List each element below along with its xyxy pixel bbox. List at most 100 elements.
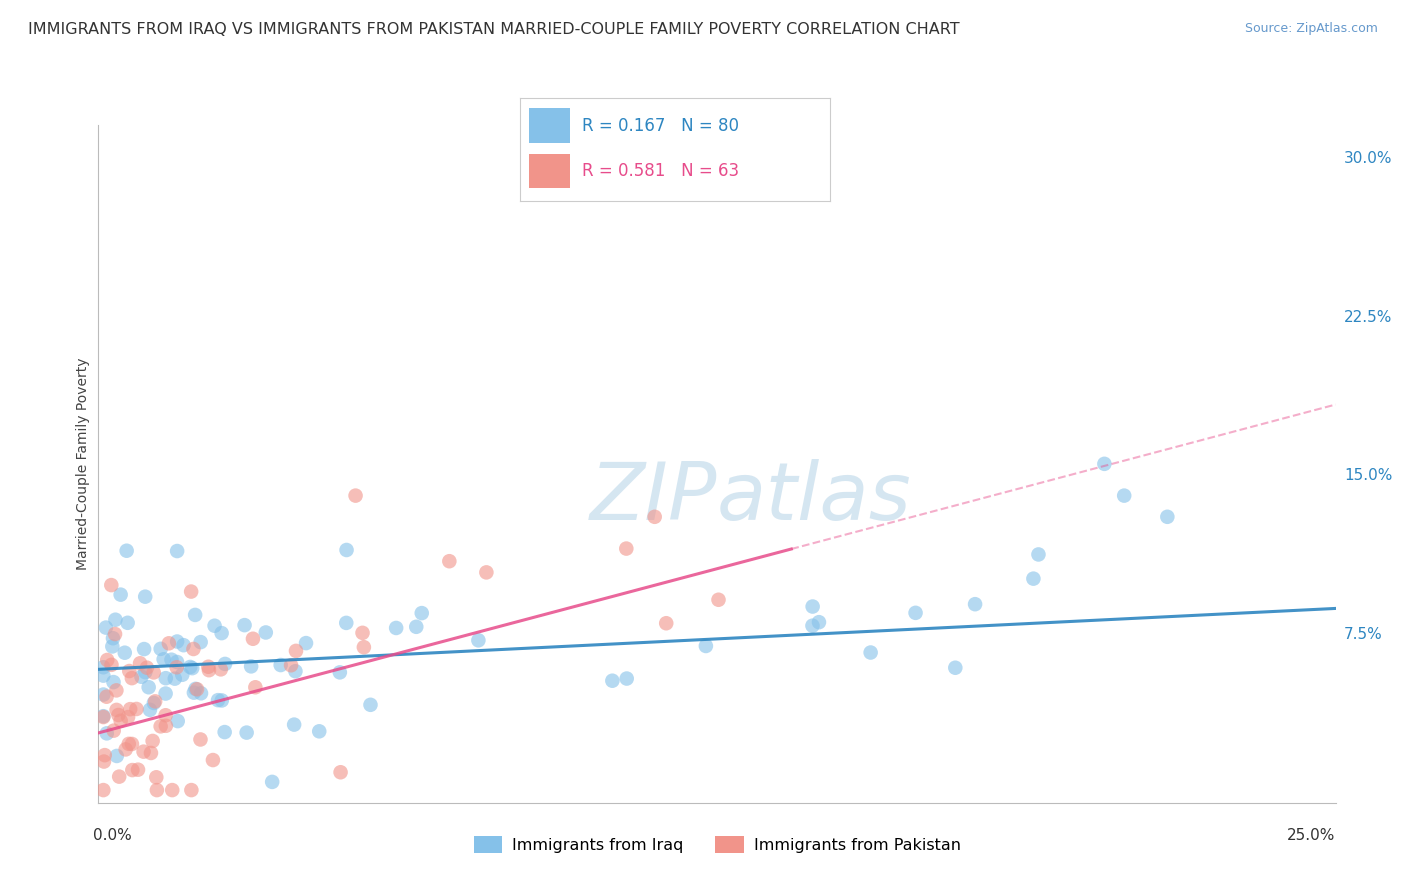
Point xyxy=(134,590,156,604)
Point xyxy=(385,621,408,635)
Point xyxy=(235,725,257,739)
Point xyxy=(101,640,124,654)
Point xyxy=(149,719,172,733)
Point xyxy=(183,686,205,700)
Point xyxy=(329,665,352,680)
Point xyxy=(198,663,221,677)
Point xyxy=(190,635,212,649)
Point xyxy=(184,681,207,696)
Point xyxy=(105,703,128,717)
Point xyxy=(105,683,128,698)
Point xyxy=(129,657,152,671)
Point xyxy=(214,725,236,739)
Point xyxy=(214,657,236,671)
Point xyxy=(614,541,637,556)
Point xyxy=(155,671,177,685)
Point xyxy=(118,737,141,751)
Text: Source: ZipAtlas.com: Source: ZipAtlas.com xyxy=(1244,22,1378,36)
Point xyxy=(284,664,307,678)
Point xyxy=(145,770,167,784)
Bar xyxy=(530,153,569,188)
Point xyxy=(344,489,367,503)
Point xyxy=(295,636,318,650)
Point xyxy=(280,658,302,673)
Point xyxy=(104,613,127,627)
Point xyxy=(115,543,138,558)
Point xyxy=(93,783,115,797)
Point xyxy=(352,625,374,640)
Point xyxy=(103,723,125,738)
Point xyxy=(93,748,115,763)
Point xyxy=(211,626,233,640)
Point xyxy=(117,615,139,630)
Point xyxy=(172,667,194,681)
Point xyxy=(114,646,136,660)
Point xyxy=(467,633,489,648)
Text: 25.0%: 25.0% xyxy=(1288,828,1336,843)
Point xyxy=(160,653,183,667)
Point xyxy=(132,745,155,759)
Point xyxy=(240,659,263,673)
Point xyxy=(166,634,188,648)
Point xyxy=(186,682,208,697)
Point xyxy=(96,653,118,667)
Point xyxy=(142,665,165,680)
Point xyxy=(475,566,498,580)
Point xyxy=(155,687,177,701)
Point xyxy=(180,584,202,599)
Point xyxy=(127,763,149,777)
Point xyxy=(93,668,115,682)
Point xyxy=(904,606,927,620)
Point xyxy=(405,620,427,634)
Point xyxy=(1092,457,1115,471)
Point xyxy=(93,710,115,724)
Point xyxy=(183,642,205,657)
Point xyxy=(142,734,165,748)
Point xyxy=(110,714,132,728)
Point xyxy=(166,660,188,674)
Point xyxy=(103,675,125,690)
Point xyxy=(285,644,308,658)
Point xyxy=(1156,509,1178,524)
Point xyxy=(283,717,305,731)
Point xyxy=(1114,489,1136,503)
Point xyxy=(100,578,122,592)
Point xyxy=(125,702,148,716)
Point xyxy=(107,708,129,723)
Point xyxy=(121,737,143,751)
Point xyxy=(190,732,212,747)
Point xyxy=(197,659,219,673)
Point xyxy=(114,742,136,756)
Point xyxy=(965,597,987,611)
Point xyxy=(120,702,142,716)
Point xyxy=(807,615,830,630)
Point xyxy=(93,755,115,769)
Point xyxy=(204,618,226,632)
Point xyxy=(201,753,224,767)
Point xyxy=(166,544,188,558)
Point xyxy=(180,783,202,797)
Point xyxy=(254,625,277,640)
Point xyxy=(135,661,157,675)
Point xyxy=(105,748,128,763)
Point xyxy=(157,636,180,650)
Point xyxy=(353,640,375,655)
Point xyxy=(100,657,122,672)
Point xyxy=(108,770,131,784)
Point xyxy=(142,696,165,710)
Point xyxy=(242,632,264,646)
Point xyxy=(190,686,212,700)
Point xyxy=(155,708,177,723)
Point xyxy=(308,724,330,739)
Point xyxy=(139,746,162,760)
Text: ZIP: ZIP xyxy=(589,458,717,537)
Point xyxy=(138,680,160,694)
Point xyxy=(207,693,229,707)
Point xyxy=(655,616,678,631)
Point xyxy=(184,607,207,622)
Point xyxy=(146,783,169,797)
Point xyxy=(801,599,824,614)
Point xyxy=(155,719,177,733)
Point xyxy=(96,726,118,740)
Point xyxy=(139,703,162,717)
